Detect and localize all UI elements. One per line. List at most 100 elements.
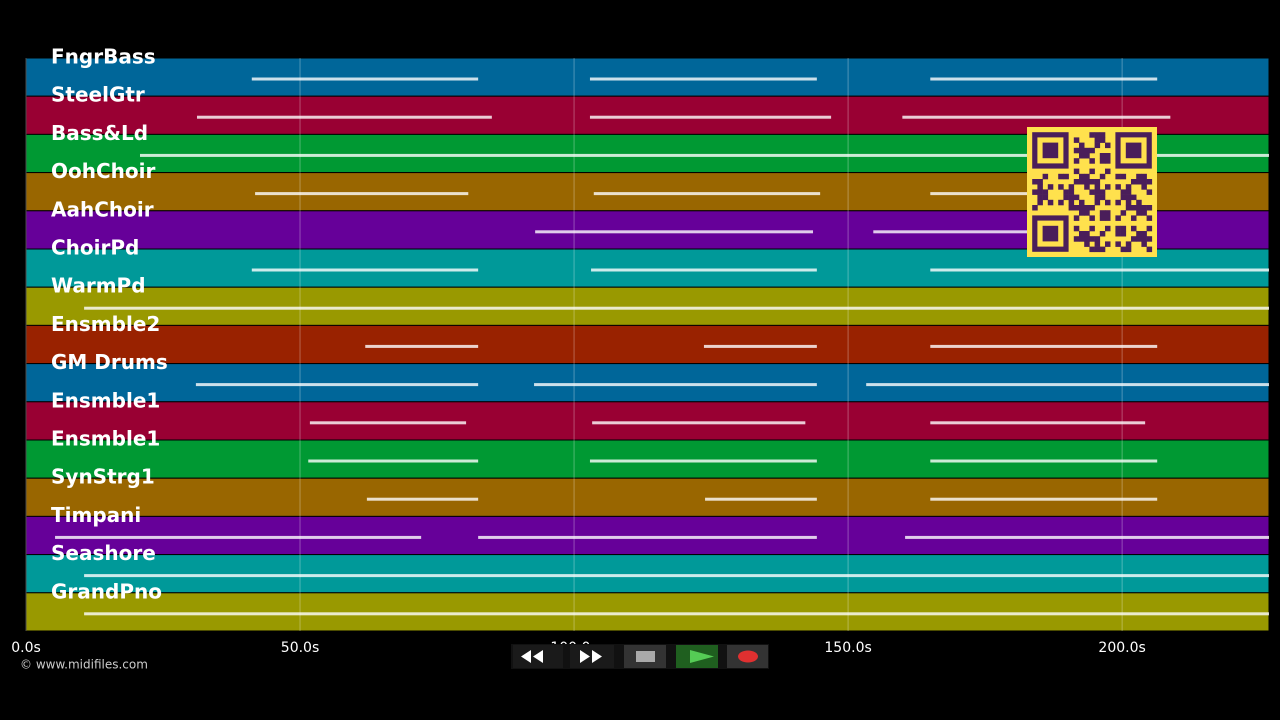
qr-module (1079, 210, 1085, 216)
qr-module (1079, 179, 1085, 185)
qr-module (1063, 173, 1069, 180)
qr-module (1105, 142, 1111, 149)
qr-module (1079, 173, 1085, 180)
qr-module (1136, 205, 1142, 211)
qr-module (1146, 246, 1153, 253)
rewind-button[interactable] (513, 645, 563, 668)
note-span (589, 459, 817, 463)
qr-module (1073, 137, 1080, 143)
qr-module (1084, 205, 1090, 211)
note-span (930, 421, 1146, 425)
note-span (308, 459, 479, 463)
track-label: FngrBass (51, 45, 156, 69)
track-label: Ensmble1 (51, 427, 160, 451)
qr-module (1125, 184, 1132, 190)
notes (55, 77, 1270, 616)
qr-module (1131, 236, 1137, 242)
qr-module (1089, 225, 1095, 232)
note-span (251, 77, 479, 81)
record-button[interactable] (727, 645, 768, 668)
track-label: ChoirPd (51, 236, 139, 260)
qr-module (1094, 189, 1101, 195)
play-button[interactable] (676, 645, 718, 668)
qr-module (1042, 194, 1049, 201)
qr-module (1073, 147, 1080, 154)
forward-icon (580, 650, 602, 663)
qr-module (1136, 173, 1142, 180)
qr-module (1084, 153, 1090, 159)
qr-module (1084, 179, 1090, 185)
track-label: WarmPd (51, 274, 146, 298)
track-label: Seashore (51, 541, 156, 565)
qr-module (1125, 189, 1132, 195)
note-span (139, 153, 1270, 157)
qr-module (1099, 173, 1106, 180)
qr-module (1032, 189, 1038, 195)
qr-module (1115, 241, 1121, 247)
track-label: GrandPno (51, 579, 162, 603)
qr-module (1141, 241, 1147, 247)
qr-module (1146, 179, 1153, 185)
qr-module (1068, 184, 1075, 190)
x-tick-label: 200.0s (1098, 640, 1145, 656)
qr-module (1136, 199, 1142, 206)
qr-module (1089, 215, 1095, 221)
note-span (705, 497, 817, 501)
note-span (365, 344, 479, 348)
track-label: Bass&Ld (51, 121, 148, 145)
note-span (866, 383, 1269, 387)
qr-module (1136, 236, 1142, 242)
qr-module (1073, 205, 1080, 211)
qr-module (1063, 189, 1069, 195)
x-tick-label: 0.0s (11, 640, 41, 656)
note-span (84, 574, 1269, 578)
qr-module (1032, 205, 1038, 211)
qr-module (1099, 210, 1106, 216)
qr-module (1068, 189, 1075, 195)
qr-module (1094, 194, 1101, 201)
qr-module (1115, 215, 1121, 221)
qr-module (1089, 246, 1095, 253)
qr-module (1089, 158, 1095, 164)
note-span (593, 192, 821, 196)
qr-module (1094, 184, 1101, 190)
note-span (84, 612, 1269, 616)
qr-module (1141, 179, 1147, 185)
qr-module (1068, 199, 1075, 206)
qr-module (1084, 241, 1090, 247)
qr-module (1136, 231, 1142, 237)
track-row (25, 363, 1270, 403)
qr-module (1099, 153, 1106, 159)
qr-module (1094, 199, 1101, 206)
stop-button[interactable] (624, 645, 666, 668)
qr-module (1094, 236, 1101, 242)
note-span (478, 535, 817, 539)
qr-module (1089, 189, 1095, 195)
qr-module (1099, 215, 1106, 221)
track-label: OohChoir (51, 159, 155, 183)
qr-module (1099, 189, 1106, 195)
forward-button[interactable] (570, 645, 614, 668)
qr-module (1089, 168, 1095, 175)
qr-module (1120, 194, 1127, 201)
track-row (25, 554, 1270, 594)
qr-module (1089, 236, 1095, 242)
qr-module (1141, 173, 1147, 180)
qr-module (1068, 194, 1075, 201)
qr-module (1146, 189, 1153, 195)
qr-module (1099, 137, 1106, 143)
rewind-icon (521, 650, 543, 663)
qr-module (1079, 231, 1085, 237)
note-span (534, 383, 817, 387)
qr-module (1099, 132, 1106, 138)
qr-module (1146, 215, 1153, 221)
qr-module (1037, 199, 1043, 206)
note-span (592, 421, 806, 425)
qr-module (1094, 241, 1101, 247)
qr-module (1042, 173, 1049, 180)
track-label: Ensmble1 (51, 388, 160, 412)
note-span (309, 421, 467, 425)
qr-module (1131, 205, 1137, 211)
track-label: GM Drums (51, 350, 168, 374)
qr-module (1146, 225, 1153, 232)
